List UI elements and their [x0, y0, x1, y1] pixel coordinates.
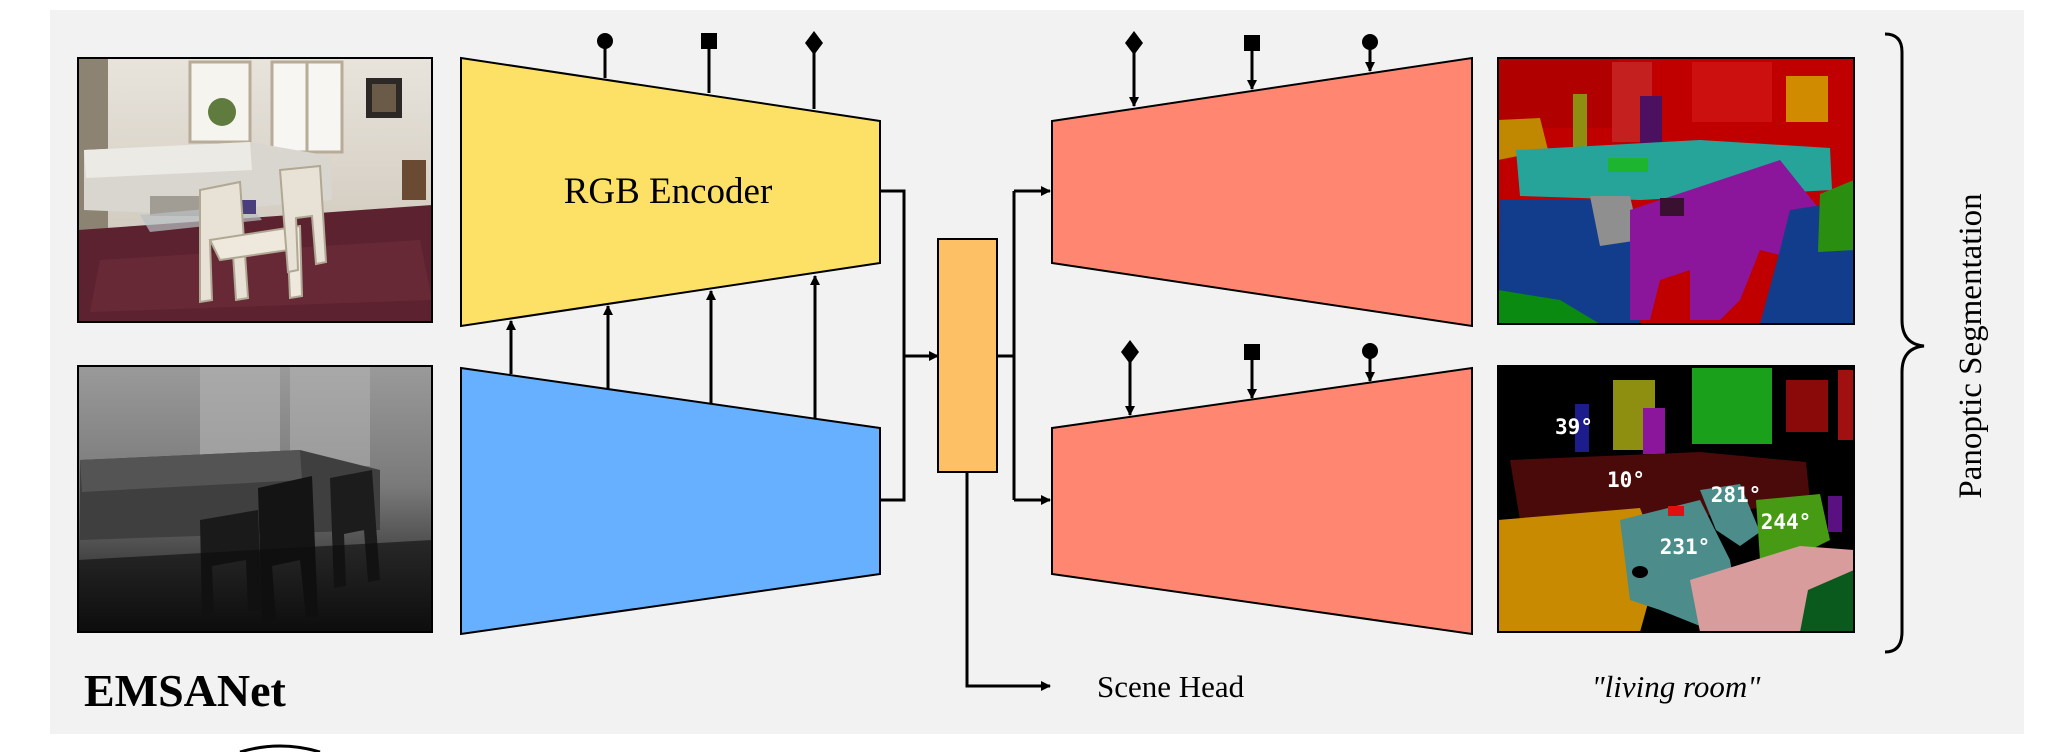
model-title: EMSANet	[84, 665, 287, 716]
orientation-label: 39°	[1555, 415, 1593, 439]
depth-image-frame	[77, 365, 433, 633]
instance-output-frame	[1497, 365, 1855, 633]
rgb-encoder	[460, 56, 881, 328]
encoder-output-connector	[880, 189, 906, 502]
context-module	[937, 238, 998, 473]
instance-orientation-output: 39° 10° 281° 244° 231°	[1498, 366, 1854, 632]
semantic-segmentation-output	[1498, 58, 1854, 324]
output-brace	[1884, 32, 1925, 654]
square-marker-icon	[1244, 344, 1260, 360]
scene-head-label: Scene Head	[1097, 669, 1245, 704]
orientation-label: 244°	[1761, 510, 1812, 534]
circle-marker-icon	[597, 33, 613, 49]
scene-prediction: "living room"	[1592, 669, 1762, 704]
encoder-fusion-arrows	[506, 275, 820, 419]
square-marker-icon	[701, 33, 717, 49]
semantic-output-frame	[1497, 57, 1855, 325]
semantic-decoder	[1051, 56, 1473, 328]
instance-decoder	[1051, 366, 1473, 636]
cropped-arc	[239, 744, 321, 752]
diamond-marker-icon	[1125, 31, 1143, 55]
panoptic-segmentation-label: Panoptic Segmentation	[1953, 193, 1989, 498]
circle-marker-icon	[1362, 343, 1378, 359]
instance-decoder-skip-inputs	[1125, 358, 1375, 416]
square-marker-icon	[1244, 35, 1260, 51]
orientation-label: 231°	[1660, 535, 1711, 559]
rgb-image-frame	[77, 57, 433, 323]
depth-input-image	[78, 366, 432, 632]
rgb-encoder-label: RGB Encoder	[564, 171, 773, 212]
semantic-decoder-skip-inputs	[1129, 50, 1375, 107]
depth-encoder	[460, 366, 881, 636]
orientation-label: 281°	[1711, 483, 1762, 507]
diamond-marker-icon	[1121, 340, 1139, 364]
to-semantic-decoder-connector	[997, 191, 1016, 358]
diamond-marker-icon	[805, 31, 823, 55]
orientation-label: 10°	[1607, 468, 1645, 492]
scene-head-arrow	[965, 472, 1051, 691]
rgb-input-image	[78, 58, 432, 322]
circle-marker-icon	[1362, 34, 1378, 50]
